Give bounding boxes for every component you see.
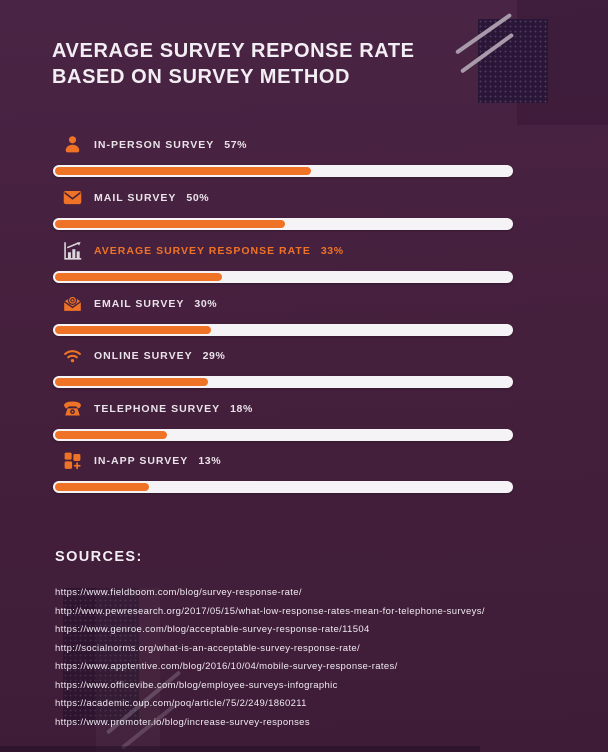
source-url: https://www.fieldboom.com/blog/survey-re… [55,587,302,598]
response-bar-fill [55,431,168,439]
response-bar-track [53,165,513,177]
response-bar-fill [55,220,285,228]
response-bar-track [53,218,513,230]
survey-label: IN-APP SURVEY [94,454,189,467]
response-bar-track [53,324,513,336]
survey-label: IN-PERSON SURVEY [94,138,215,151]
survey-row-average: AVERAGE SURVEY RESPONSE RATE 33% [53,240,513,286]
survey-value: 13% [198,454,222,467]
response-bar-fill [55,378,208,386]
response-bar-track [53,481,513,493]
response-bar-fill [55,483,149,491]
wifi-icon [62,345,83,366]
survey-row-online: ONLINE SURVEY 29% [53,345,513,391]
survey-value: 30% [194,297,218,310]
survey-value: 29% [202,349,226,362]
survey-row-in-app: IN-APP SURVEY 13% [53,450,513,496]
survey-label: MAIL SURVEY [94,191,177,204]
survey-label: AVERAGE SURVEY RESPONSE RATE [94,244,311,257]
sources-heading: SOURCES: [55,549,143,565]
source-url: https://www.genroe.com/blog/acceptable-s… [55,624,370,635]
source-url: https://www.apptentive.com/blog/2016/10/… [55,661,398,672]
page-title: AVERAGE SURVEY REPONSE RATE BASED ON SUR… [52,38,415,90]
survey-label: EMAIL SURVEY [94,297,185,310]
source-url: https://www.promoter.io/blog/increase-su… [55,716,310,728]
sources-list: https://www.fieldboom.com/blog/survey-re… [55,584,595,732]
open-envelope-icon [62,293,83,314]
top-right-dotted-rect-decoration [478,19,548,103]
envelope-icon [62,187,83,208]
response-bar-fill [55,167,311,175]
source-url: https://www.officevibe.com/blog/employee… [55,679,338,691]
survey-value: 57% [224,138,248,151]
page-title-line1: AVERAGE SURVEY REPONSE RATE [52,40,415,62]
bottom-strip-decoration [0,746,480,752]
response-bar-track [53,376,513,388]
response-bar-fill [55,273,223,281]
survey-value: 50% [186,191,210,204]
bar-chart-arrow-icon [62,240,83,261]
response-bar-track [53,429,513,441]
survey-value: 18% [230,402,253,415]
response-bar-track [53,271,513,283]
survey-row-email: EMAIL SURVEY 30% [53,293,513,339]
survey-row-mail: MAIL SURVEY 50% [53,187,513,233]
survey-row-in-person: IN-PERSON SURVEY 57% [53,134,513,180]
source-url: http://socialnorms.org/what-is-an-accept… [55,642,361,654]
survey-label: TELEPHONE SURVEY [94,402,221,415]
person-icon [62,134,83,155]
source-url: https://academic.oup.com/poq/article/75/… [55,698,307,709]
source-url: http://www.pewresearch.org/2017/05/15/wh… [55,605,485,617]
telephone-icon [62,398,83,419]
survey-row-telephone: TELEPHONE SURVEY 18% [53,398,513,444]
page-title-line2: BASED ON SURVEY METHOD [52,66,351,88]
app-grid-plus-icon [62,450,83,471]
response-bar-fill [55,326,212,334]
bottom-left-dotted-rect-decoration [63,588,139,725]
survey-label: ONLINE SURVEY [94,349,193,362]
survey-value: 33% [320,244,344,257]
